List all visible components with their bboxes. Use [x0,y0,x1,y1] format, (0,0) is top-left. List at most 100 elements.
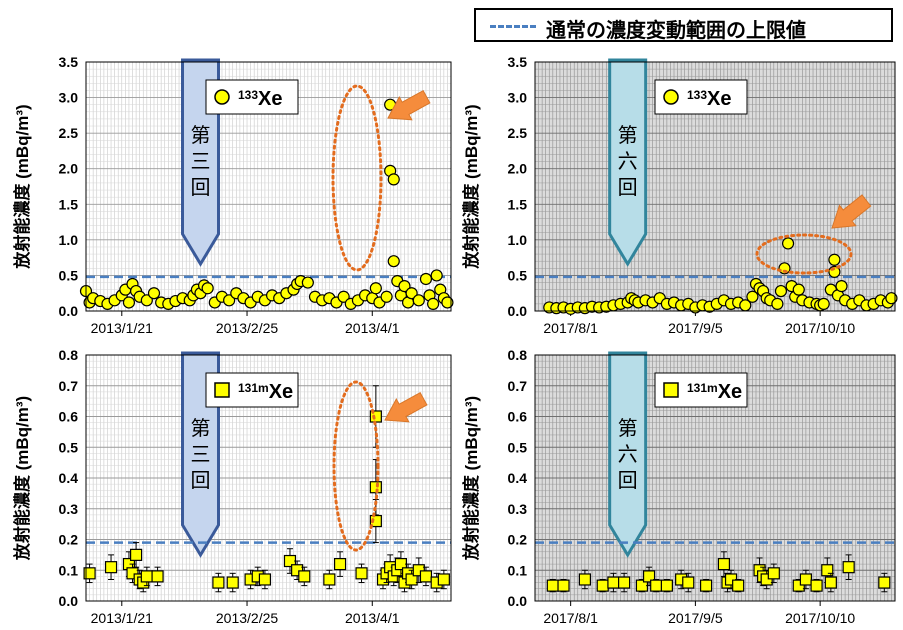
data-point [682,576,695,589]
data-point [824,576,837,589]
event-label-char: 第 [191,417,211,440]
data-point [835,280,848,293]
chart-panel-xe131m-2013: 0.0 0.1 0.2 0.3 0.4 0.5 0.6 0.7 0.8 2013/1/21 2013… [12,347,452,626]
y-tick-label: 0.2 [508,532,528,548]
x-tick-label: 2017/8/1 [543,320,598,336]
data-point [223,294,236,307]
data-point [291,564,304,577]
data-point [437,573,450,586]
y-tick-label: 1.0 [508,232,528,248]
data-point [369,282,382,295]
data-point [878,576,891,589]
data-point [660,579,673,592]
y-tick-label: 0.7 [508,378,528,394]
x-tick-label: 2017/9/5 [668,610,723,626]
y-tick-label: 0.6 [59,409,79,425]
x-tick-label: 2017/10/10 [785,610,855,626]
x-tick-label: 2013/4/1 [345,610,400,626]
y-tick-label: 0.0 [508,593,528,609]
data-point [767,567,780,580]
y-tick-label: 2.0 [59,161,79,177]
data-point [774,284,788,298]
chart-panel-xe133-2017: 0.0 0.5 1.0 1.5 2.0 2.5 3.0 3.5 2017/8/1 2017/9/5… [461,54,898,336]
y-tick-label: 0.2 [59,532,79,548]
data-point [337,290,350,303]
data-point [427,297,440,310]
event-label-char: 三 [191,151,211,173]
event-label-char: 三 [191,444,211,466]
y-tick-label: 0.5 [508,439,528,455]
y-tick-label: 0.0 [508,303,528,319]
data-point [430,269,443,282]
x-tick-label: 2017/8/1 [543,610,598,626]
data-point [355,567,368,580]
y-tick-label: 0.4 [59,470,79,486]
nuclide-legend-label: 131mXe [238,381,293,403]
y-tick-label: 0.8 [508,347,528,363]
data-point [810,579,823,592]
highlight-ellipse [755,233,853,275]
data-point [323,573,336,586]
legend-marker [214,89,230,105]
y-tick-label: 0.0 [59,593,79,609]
plot-border [85,61,452,312]
x-tick-label: 2013/4/1 [345,320,400,336]
data-point [817,297,830,310]
data-point [405,573,418,586]
highlight-ellipse [332,380,380,552]
chart-panel-xe131m-2017: 0.0 0.1 0.2 0.3 0.4 0.5 0.6 0.7 0.8 2017/8/1 2017/… [461,347,896,626]
data-point [129,548,143,561]
y-tick-label: 0.3 [59,501,79,517]
data-point [333,557,347,571]
data-point [258,573,272,586]
highlight-arrow [387,90,431,121]
legend-marker [663,382,679,398]
event-label-char: 回 [191,470,211,492]
y-tick-label: 0.5 [59,439,79,455]
x-tick-label: 2013/2/25 [216,610,278,626]
x-tick-label: 2013/1/21 [91,320,153,336]
y-tick-label: 1.5 [508,196,528,212]
data-point [412,564,425,577]
plot-border [534,354,896,602]
y-axis-label: 放射能濃度 (mBq/m³) [12,396,32,561]
y-axis-label: 放射能濃度 (mBq/m³) [461,104,481,269]
data-point [201,282,214,295]
data-point [140,570,153,583]
threshold-legend-swatch [490,25,536,28]
data-point [771,297,784,310]
x-tick-label: 2017/10/10 [785,320,855,336]
y-tick-label: 3.0 [59,90,79,106]
plot-border [85,354,452,602]
data-point [618,576,631,589]
threshold-legend: 通常の濃度変動範囲の上限値 [474,8,893,42]
data-point [140,294,153,307]
y-tick-label: 2.5 [508,125,528,141]
y-tick-label: 0.5 [59,267,79,283]
threshold-legend-label: 通常の濃度変動範囲の上限値 [546,20,806,42]
data-point [642,570,656,583]
data-point [746,290,759,303]
data-point [546,579,559,592]
data-point [147,287,161,300]
y-tick-label: 0.0 [59,303,79,319]
highlight-ellipse [331,84,383,272]
data-point [828,253,841,266]
y-tick-label: 2.0 [508,161,528,177]
data-point [419,570,433,583]
data-point [126,567,139,580]
data-point [792,579,805,592]
data-point [301,276,314,289]
y-tick-label: 1.5 [59,196,79,212]
data-point [387,255,400,268]
y-axis-label: 放射能濃度 (mBq/m³) [12,104,32,269]
x-tick-label: 2017/9/5 [668,320,723,336]
data-point [122,296,136,309]
y-tick-label: 3.5 [59,54,79,70]
data-point [369,514,382,528]
legend-marker [214,382,230,398]
data-point [760,573,773,586]
data-point [83,567,96,580]
y-tick-label: 2.5 [59,125,79,141]
